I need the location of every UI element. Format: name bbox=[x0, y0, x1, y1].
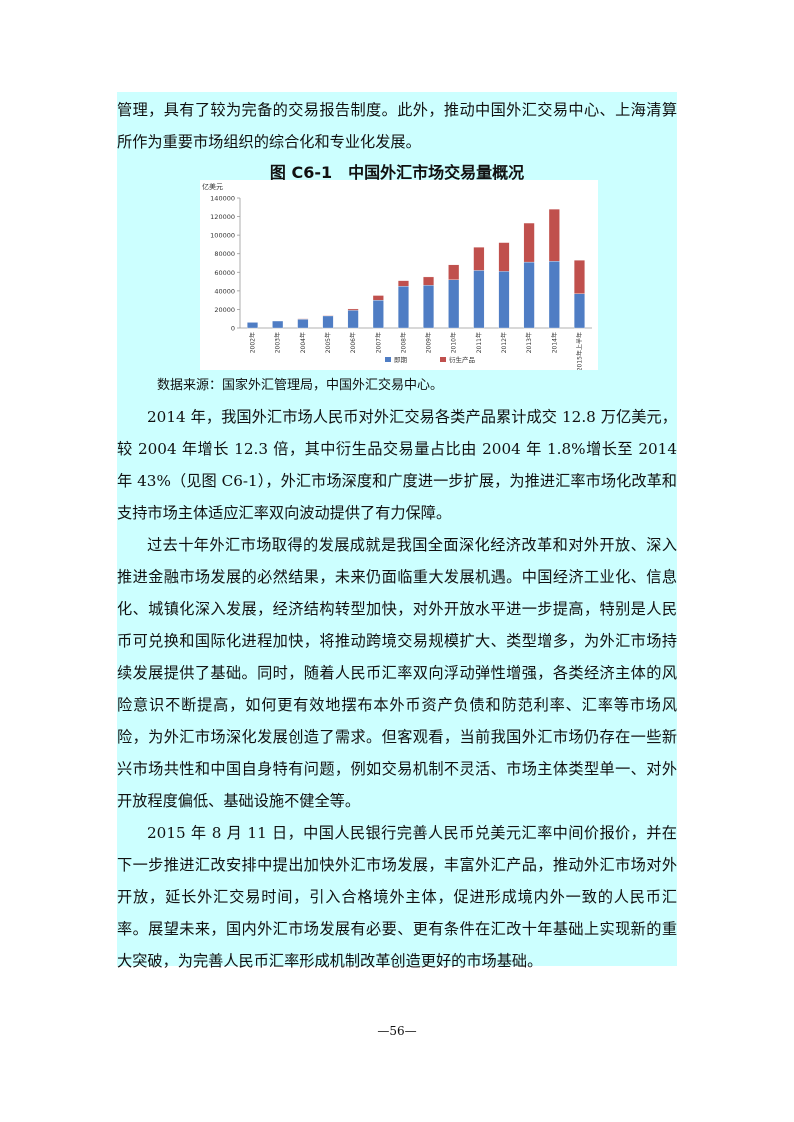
x-tick-label: 2002年 bbox=[249, 332, 257, 353]
bar-derivative bbox=[372, 295, 384, 301]
bar-derivative bbox=[397, 280, 409, 287]
figure-source: 数据来源：国家外汇管理局，中国外汇交易中心。 bbox=[157, 378, 444, 393]
y-tick-label: 20000 bbox=[214, 306, 235, 314]
bar-spot bbox=[297, 319, 309, 329]
bar-spot bbox=[322, 315, 334, 329]
bar-derivative bbox=[347, 308, 359, 311]
fx-volume-chart: 亿美元 0 20000 40000 60000 80000 100000 120000 1400… bbox=[202, 182, 592, 370]
bar-spot bbox=[397, 286, 409, 329]
x-tick-label: 2011年 bbox=[475, 332, 483, 353]
legend-swatch bbox=[440, 357, 446, 362]
bar-spot bbox=[473, 270, 485, 329]
x-tick-label: 2010年 bbox=[450, 332, 458, 353]
x-tick-label: 2014年 bbox=[550, 332, 558, 353]
y-tick-label: 60000 bbox=[214, 269, 235, 277]
x-tick-label: 2005年 bbox=[324, 332, 332, 353]
x-tick-label: 2015年上半年 bbox=[575, 332, 583, 370]
x-tick-label: 2006年 bbox=[349, 332, 357, 353]
y-tick-label: 140000 bbox=[210, 195, 235, 203]
y-tick-label: 120000 bbox=[210, 213, 235, 221]
unit-label: 亿美元 bbox=[202, 182, 223, 191]
paragraph-reform: 2015 年 8 月 11 日，中国人民银行完善人民币兑美元汇率中间价报价，并在… bbox=[117, 824, 677, 970]
legend-label: 衍生产品 bbox=[449, 355, 475, 364]
bar-spot bbox=[347, 310, 359, 329]
bar-derivative bbox=[498, 242, 510, 272]
bar-spot bbox=[573, 293, 585, 329]
y-tick-label: 0 bbox=[231, 325, 235, 333]
bar-spot bbox=[548, 260, 560, 329]
bar-spot bbox=[523, 261, 535, 329]
bar-spot bbox=[247, 322, 259, 329]
x-tick-label: 2009年 bbox=[425, 332, 433, 353]
legend-swatch bbox=[385, 357, 391, 362]
paragraph-intro: 管理，具有了较为完备的交易报告制度。此外，推动中国外汇交易中心、上海清算所作为重… bbox=[117, 101, 677, 151]
paragraph-2014-volume: 2014 年，我国外汇市场人民币对外汇交易各类产品累计成交 12.8 万亿美元，… bbox=[117, 408, 677, 522]
x-tick-label: 2003年 bbox=[274, 332, 282, 353]
x-tick-label: 2012年 bbox=[500, 332, 508, 353]
bar-spot bbox=[448, 279, 460, 329]
bar-derivative bbox=[573, 260, 585, 294]
bar-derivative bbox=[423, 276, 435, 286]
paragraph-development: 过去十年外汇市场取得的发展成就是我国全面深化经济改革和对外开放、深入推进金融市场… bbox=[117, 536, 677, 810]
bar-derivative bbox=[523, 222, 535, 263]
bar-spot bbox=[372, 299, 384, 329]
figure-title: 图 C6-1 中国外汇市场交易量概况 bbox=[269, 163, 525, 182]
page-number: —56— bbox=[377, 1024, 417, 1038]
bar-derivative bbox=[548, 208, 560, 262]
x-tick-label: 2004年 bbox=[299, 332, 307, 353]
x-tick-label: 2007年 bbox=[374, 332, 382, 353]
x-tick-label: 2013年 bbox=[525, 332, 533, 353]
y-tick-label: 40000 bbox=[214, 287, 235, 295]
y-tick-label: 80000 bbox=[214, 250, 235, 258]
bar-derivative bbox=[473, 247, 485, 271]
bar-spot bbox=[423, 285, 435, 329]
bar-spot bbox=[498, 271, 510, 329]
chart-area: 亿美元 0 20000 40000 60000 80000 100000 120000 1400… bbox=[200, 180, 598, 370]
y-tick-label: 100000 bbox=[210, 232, 235, 240]
bar-spot bbox=[272, 320, 284, 329]
x-tick-label: 2008年 bbox=[399, 332, 407, 353]
legend-label: 即期 bbox=[394, 356, 408, 364]
bar-derivative bbox=[448, 264, 460, 280]
